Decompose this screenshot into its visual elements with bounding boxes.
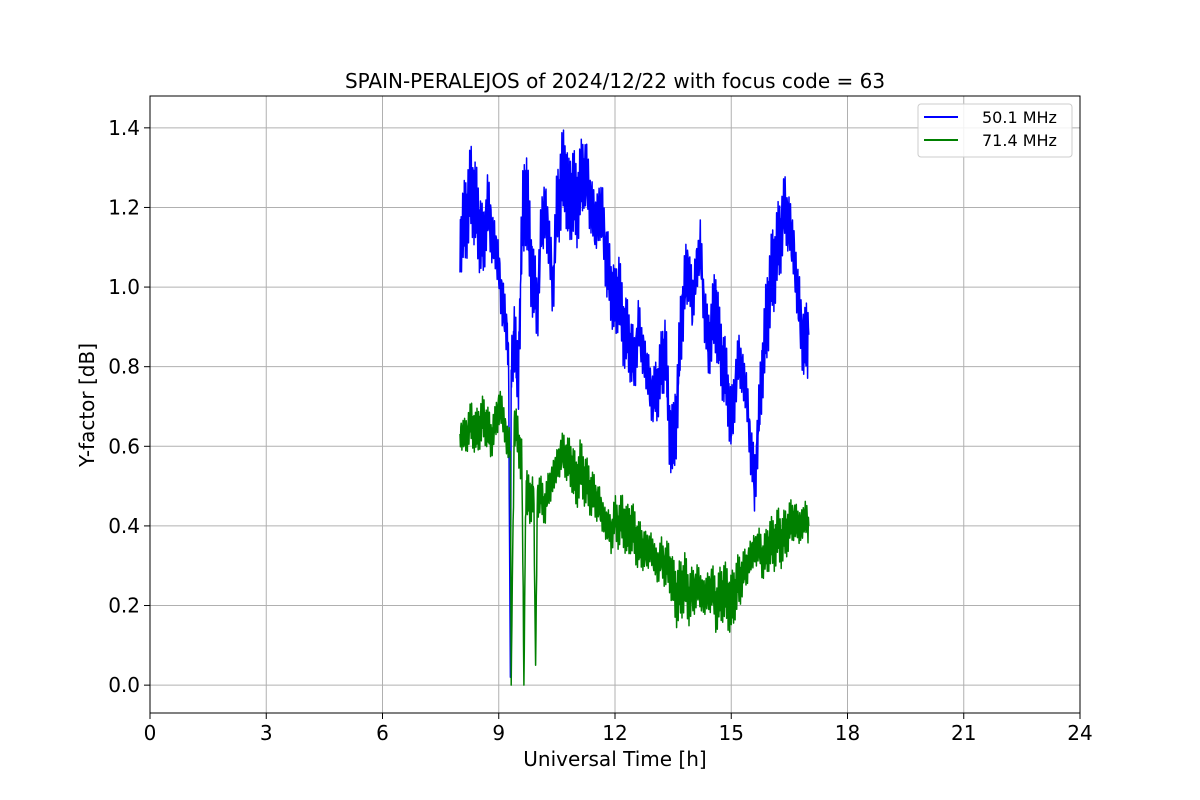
series-line-0 — [459, 129, 810, 678]
x-tick-label: 3 — [260, 721, 273, 745]
y-axis-label: Y-factor [dB] — [75, 343, 99, 468]
x-tick-label: 9 — [492, 721, 505, 745]
legend: 50.1 MHz 71.4 MHz — [917, 103, 1073, 158]
y-tick-label: 0.4 — [108, 514, 140, 538]
x-tick-label: 24 — [1067, 721, 1092, 745]
x-axis: 0 3 6 9 12 15 18 21 24 — [144, 713, 1093, 745]
plot-area — [459, 129, 810, 686]
y-tick-label: 0.6 — [108, 434, 140, 458]
series-0 — [459, 129, 810, 678]
legend-label-series-1: 71.4 MHz — [982, 131, 1057, 150]
x-tick-label: 0 — [144, 721, 157, 745]
x-tick-label: 18 — [835, 721, 860, 745]
chart-title: SPAIN-PERALEJOS of 2024/12/22 with focus… — [345, 69, 885, 93]
series-line-1 — [459, 390, 810, 686]
y-tick-label: 0.0 — [108, 673, 140, 697]
y-tick-label: 0.8 — [108, 355, 140, 379]
y-tick-label: 1.2 — [108, 195, 140, 219]
x-axis-label: Universal Time [h] — [523, 747, 706, 771]
series-1 — [459, 390, 810, 686]
x-tick-label: 12 — [602, 721, 627, 745]
y-axis: 0.0 0.2 0.4 0.6 0.8 1.0 1.2 1.4 — [108, 116, 150, 697]
x-tick-label: 21 — [951, 721, 976, 745]
y-tick-label: 0.2 — [108, 594, 140, 618]
y-tick-label: 1.0 — [108, 275, 140, 299]
y-tick-label: 1.4 — [108, 116, 140, 140]
x-tick-label: 15 — [719, 721, 744, 745]
x-tick-label: 6 — [376, 721, 389, 745]
legend-label-series-0: 50.1 MHz — [982, 108, 1057, 127]
